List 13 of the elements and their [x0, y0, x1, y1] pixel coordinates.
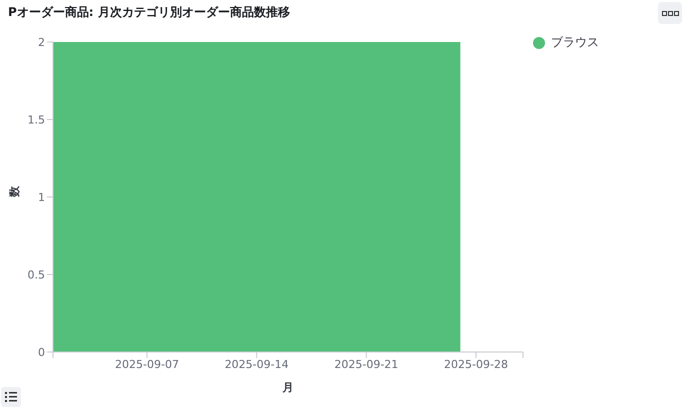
x-axis-title: 月 — [282, 381, 294, 394]
x-tick-label: 2025-09-28 — [444, 358, 508, 371]
y-tick-label: 0.5 — [28, 268, 45, 282]
y-tick-label: 0 — [38, 346, 45, 359]
x-tick-label: 2025-09-14 — [224, 358, 289, 371]
legend-label: ブラウス — [550, 34, 599, 51]
y-axis-title: 数 — [8, 185, 21, 198]
y-tick-label: 1 — [38, 190, 45, 204]
x-tick-label: 2025-09-21 — [334, 358, 398, 371]
x-tick-label: 2025-09-07 — [115, 358, 179, 371]
y-tick-label: 2 — [38, 36, 45, 49]
chart-title: Pオーダー商品: 月次カテゴリ別オーダー商品数推移 — [8, 4, 290, 21]
y-tick-label: 1.5 — [28, 113, 45, 126]
